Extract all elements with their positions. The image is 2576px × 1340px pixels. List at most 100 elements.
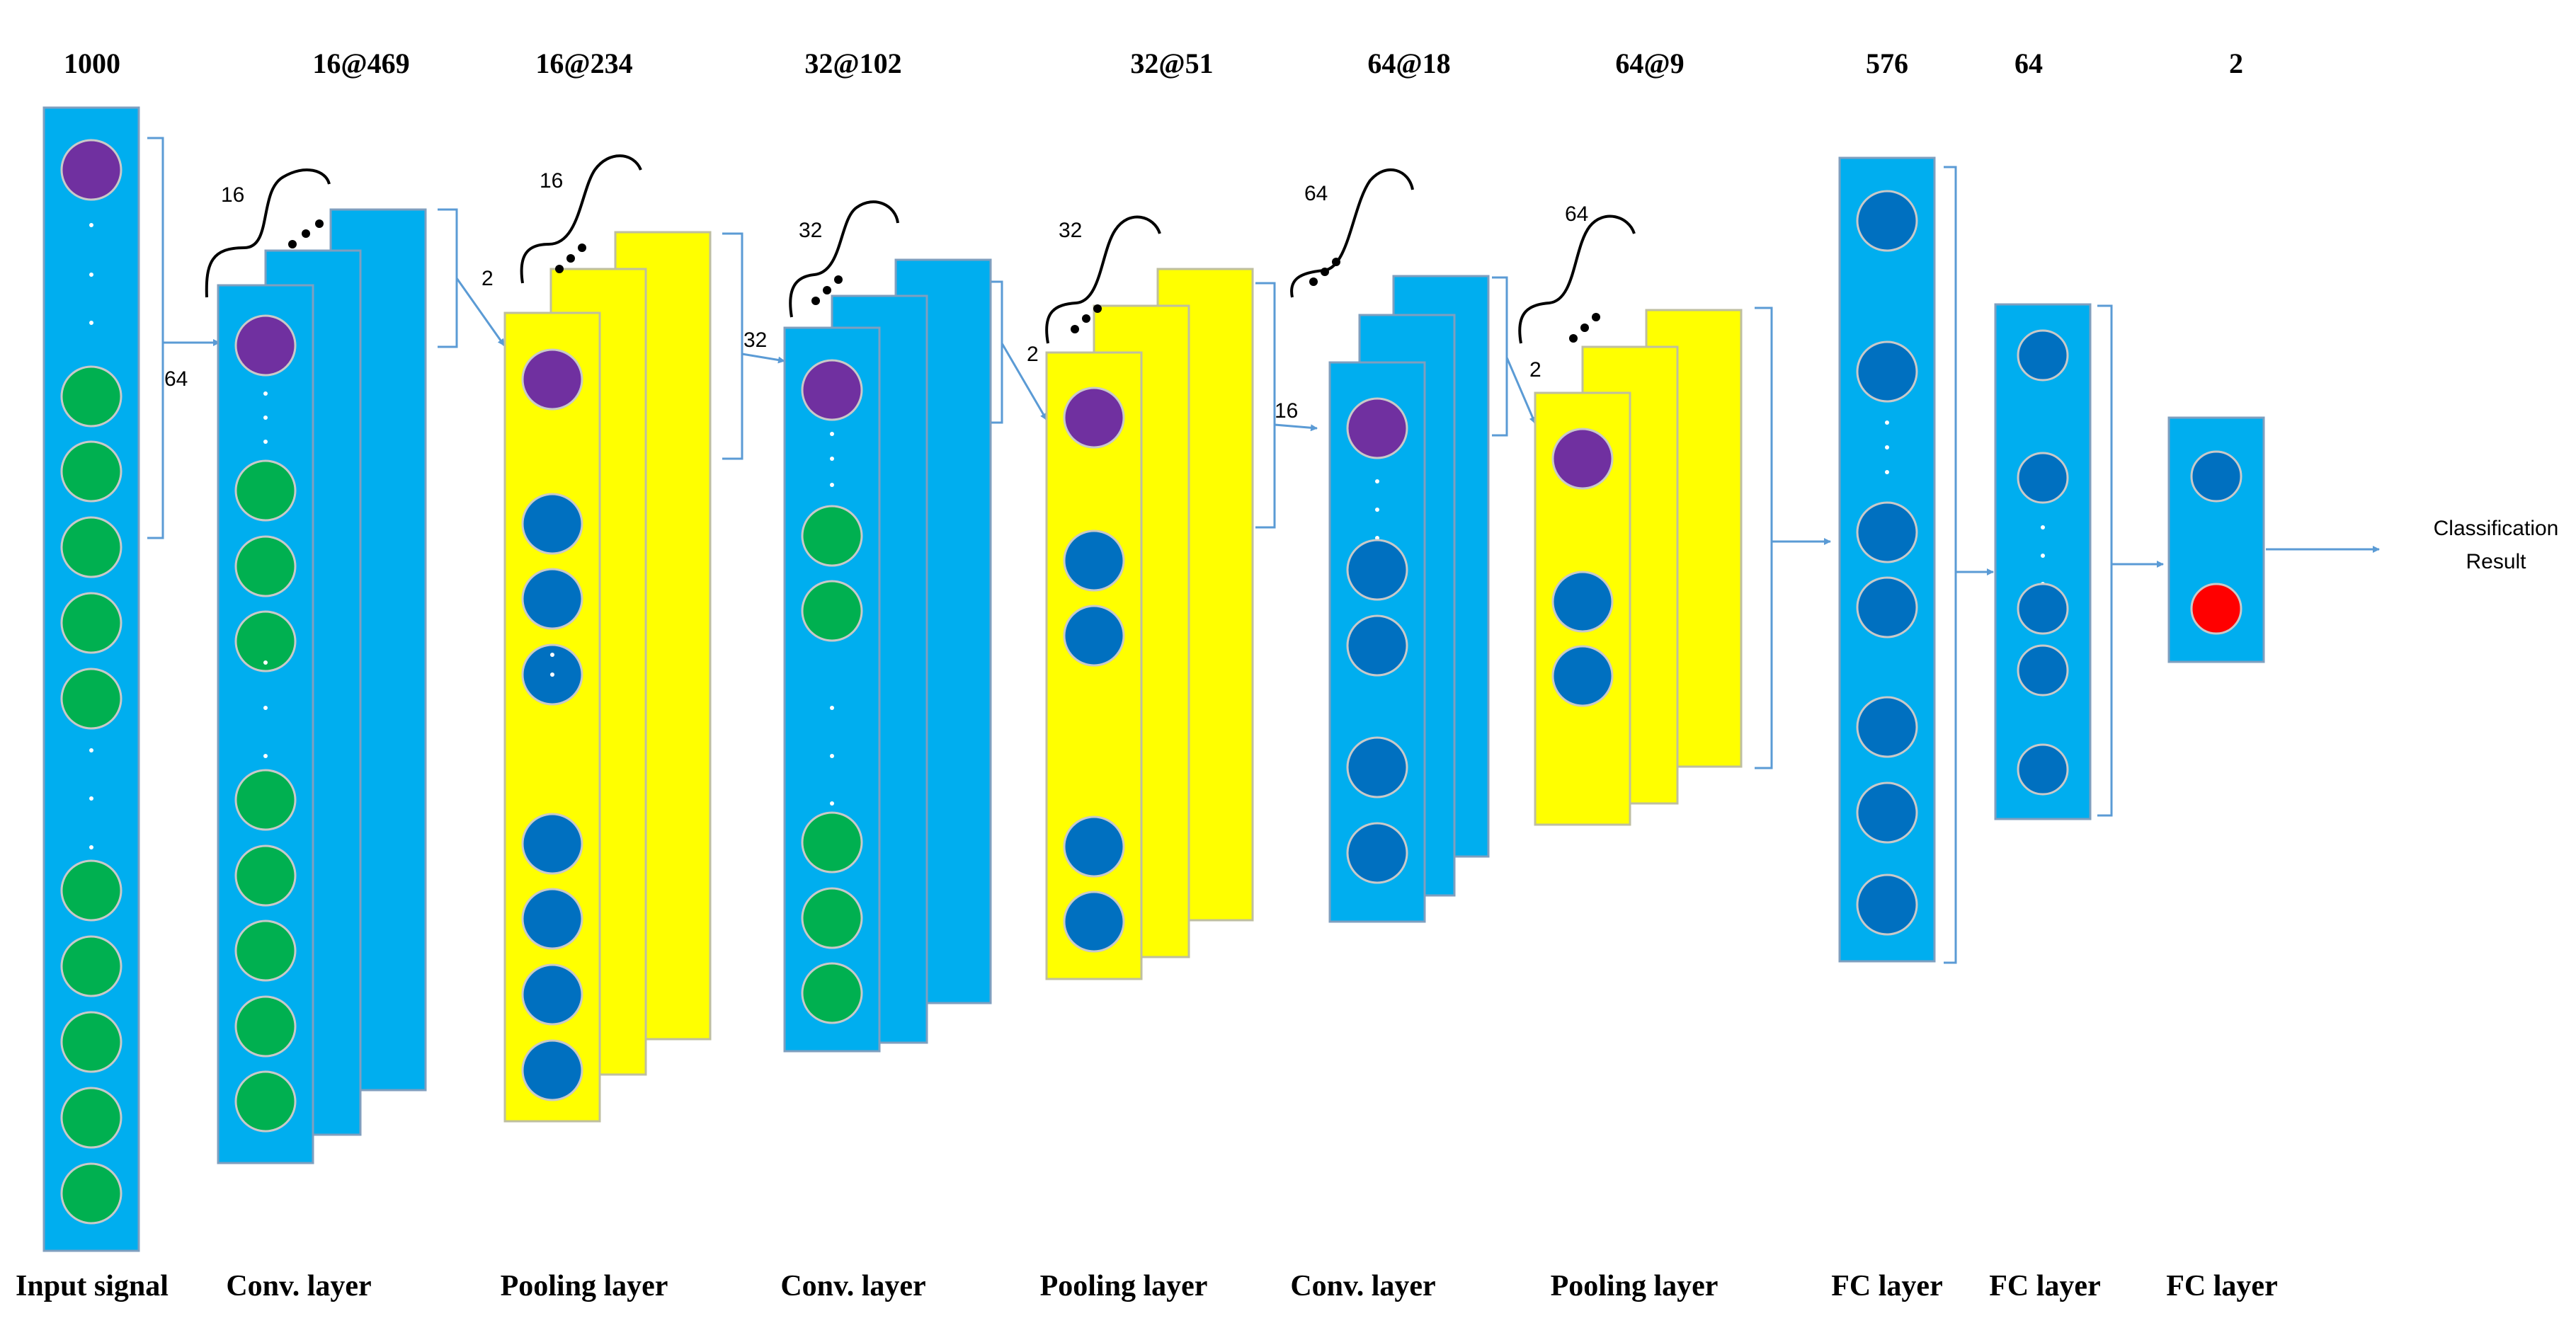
- feature-node: [1346, 539, 1408, 601]
- kernel-size-label: 64: [164, 367, 188, 391]
- layer-label-fc2: FC layer: [1989, 1270, 2100, 1302]
- pooled-node: [1063, 891, 1125, 953]
- feature-node: [234, 1070, 297, 1133]
- input-node: [60, 440, 122, 503]
- feature-node: [801, 359, 863, 421]
- dim-label-pool2: 32@51: [1130, 47, 1213, 79]
- feature-node: [1346, 736, 1408, 798]
- conv-layer-1: 16: [205, 168, 427, 1164]
- depth-brace: [789, 200, 899, 318]
- depth-label: 32: [1059, 219, 1082, 242]
- pooled-node: [1063, 529, 1125, 592]
- kernel-size-label: 16: [1275, 399, 1298, 423]
- input-node: [60, 935, 122, 997]
- feature-node: [801, 962, 863, 1024]
- input-node: [60, 1011, 122, 1073]
- dim-label-conv2: 32@102: [804, 47, 901, 79]
- flatten-bracket: [1755, 307, 1773, 769]
- fc-bracket: [2097, 304, 2113, 817]
- dim-label-fc3: 2: [2229, 47, 2243, 79]
- pooled-node: [521, 963, 583, 1026]
- feature-ellipsis: [263, 660, 268, 758]
- depth-ellipsis: [1569, 313, 1600, 343]
- feature-node: [234, 920, 297, 982]
- layer-label-pool1: Pooling layer: [501, 1270, 668, 1302]
- input-node: [60, 1087, 122, 1149]
- input-node: [60, 516, 122, 578]
- feature-ellipsis: [1375, 479, 1379, 540]
- depth-label: 64: [1304, 182, 1328, 205]
- kernel-bracket: [1255, 282, 1276, 529]
- feature-node: [801, 505, 863, 567]
- feature-node: [234, 610, 297, 672]
- input-ellipsis: [89, 748, 93, 849]
- feature-ellipsis: [263, 391, 268, 444]
- feature-node: [1346, 614, 1408, 677]
- fc-node: [2017, 743, 2069, 796]
- kernel-bracket: [147, 137, 164, 539]
- input-layer: [42, 106, 140, 1252]
- depth-ellipsis: [1309, 258, 1340, 286]
- kernel-bracket: [1492, 276, 1508, 437]
- fc-node: [1856, 340, 1918, 403]
- dimension-labels: 1000 16@469 16@234 32@102 32@51 64@18 64…: [64, 47, 2243, 79]
- dim-label-pool1: 16@234: [535, 47, 632, 79]
- connection-arrow: [741, 353, 785, 364]
- pooled-node: [521, 348, 583, 411]
- feature-node: [1346, 397, 1408, 459]
- pooled-node: [1551, 645, 1614, 707]
- pooling-layer-1: 16: [503, 154, 712, 1123]
- kernel-size-label: 2: [1529, 358, 1541, 382]
- fc-node: [2017, 452, 2069, 504]
- pooled-ellipsis: [550, 653, 554, 677]
- layer-labels: Input signal Conv. layer Pooling layer C…: [16, 1270, 2278, 1302]
- input-node: [60, 365, 122, 428]
- pooled-node: [521, 813, 583, 875]
- kernel-size-label: 2: [1027, 343, 1039, 366]
- dim-label-fc1: 576: [1866, 47, 1908, 79]
- connection-arrow: [1505, 357, 1537, 424]
- connection-arrow: [1274, 423, 1318, 432]
- fc-node: [1856, 874, 1918, 936]
- fc-ellipsis: [1885, 420, 1889, 474]
- feature-node: [801, 580, 863, 642]
- conv-layer-2: 32: [783, 200, 992, 1053]
- pooled-node: [521, 493, 583, 555]
- kernel-bracket: [991, 280, 1003, 424]
- depth-brace: [1290, 168, 1414, 298]
- feature-node: [801, 811, 863, 874]
- layer-label-pool3: Pooling layer: [1551, 1270, 1719, 1302]
- fc-node: [1856, 576, 1918, 638]
- pooling-layer-3: 64: [1518, 202, 1743, 826]
- pooled-node: [1551, 428, 1614, 490]
- input-node: [60, 139, 122, 201]
- connection-arrow: [1001, 343, 1048, 420]
- input-node: [60, 859, 122, 922]
- conv-layer-3: 64: [1290, 168, 1490, 923]
- fc-node: [1856, 190, 1918, 252]
- depth-label: 16: [540, 169, 563, 193]
- input-node: [60, 668, 122, 730]
- feature-node: [801, 887, 863, 949]
- fc-layer-1: [1838, 156, 1936, 963]
- depth-label: 16: [221, 183, 244, 207]
- layer-label-conv3: Conv. layer: [1290, 1270, 1435, 1302]
- depth-brace: [1518, 214, 1636, 344]
- pooled-node: [521, 568, 583, 630]
- classification-result-line1: Classification: [2434, 517, 2559, 540]
- layer-label-conv2: Conv. layer: [780, 1270, 925, 1302]
- layer-label-fc3: FC layer: [2166, 1270, 2277, 1302]
- feature-node: [234, 995, 297, 1058]
- depth-ellipsis: [1071, 304, 1102, 333]
- layer-label-input: Input signal: [16, 1270, 169, 1302]
- depth-brace: [1045, 215, 1161, 344]
- kernel-size-label: 32: [743, 328, 767, 352]
- feature-ellipsis: [830, 432, 834, 487]
- depth-ellipsis: [811, 275, 843, 305]
- pooled-node: [521, 1039, 583, 1101]
- output-node-active: [2190, 583, 2242, 635]
- fc-node: [1856, 501, 1918, 563]
- fc-node: [1856, 696, 1918, 758]
- input-ellipsis: [89, 223, 93, 325]
- depth-brace: [205, 168, 331, 298]
